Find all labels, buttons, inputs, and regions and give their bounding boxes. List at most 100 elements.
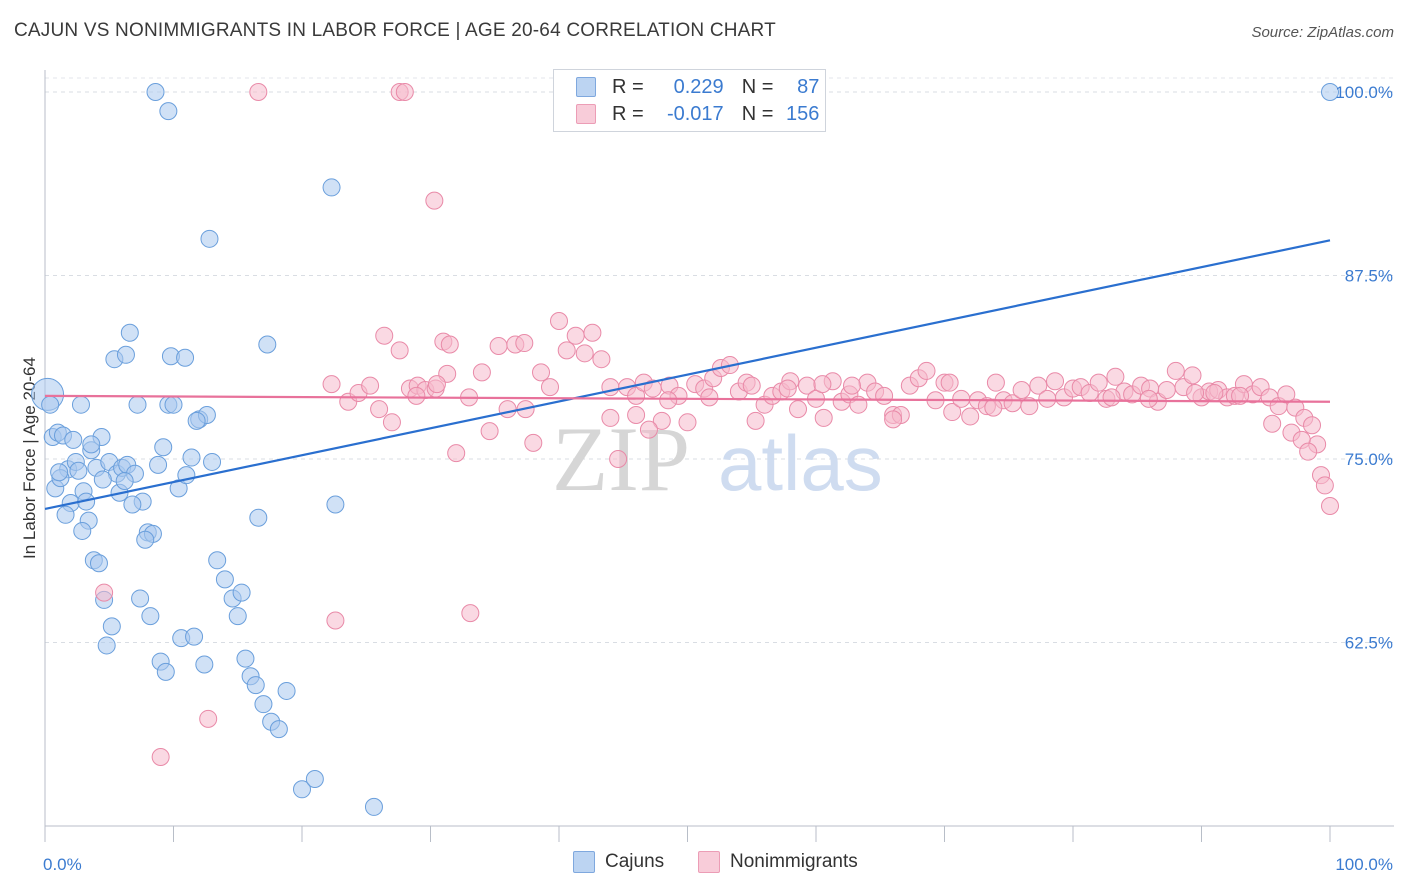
nonimmigrant-point: [652, 411, 671, 430]
y-tick-label: 62.5%: [1345, 634, 1393, 653]
nonimmigrant-point: [1012, 381, 1031, 400]
cajun-point: [123, 495, 142, 514]
nonimmigrant-point: [447, 444, 466, 463]
cajun-point: [258, 335, 277, 354]
nonimmigrant-point: [952, 389, 971, 408]
nonimmigrant-point: [1157, 381, 1176, 400]
nonimmigrant-point: [395, 83, 414, 102]
cajun-point: [41, 395, 60, 414]
nonimmigrant-point: [151, 748, 170, 767]
axes: [44, 70, 1394, 842]
cajun-point: [154, 438, 173, 457]
nonimmigrant-point: [532, 363, 551, 382]
nonimmigrant-point: [407, 386, 426, 405]
nonimmigrant-point: [427, 375, 446, 394]
nonimmigrant-point: [1299, 442, 1318, 461]
cajun-point: [131, 589, 150, 608]
nonimmigrant-point: [1231, 386, 1250, 405]
nonimmigrant-point: [95, 583, 114, 602]
cajun-point: [89, 554, 108, 573]
nonimmigrant-point: [943, 403, 962, 422]
legend-r-value: -0.017: [666, 102, 724, 125]
bottom-legend-label-nonimmigrants: Nonimmigrants: [730, 851, 858, 872]
nonimmigrant-point: [1020, 397, 1039, 416]
bottom-legend-cajuns: Cajuns: [573, 851, 664, 873]
nonimmigrant-point: [746, 411, 765, 430]
nonimmigrant-point: [566, 326, 585, 345]
nonimmigrant-point: [1106, 367, 1125, 386]
nonimmigrant-point: [601, 408, 620, 427]
nonimmigrant-point: [917, 361, 936, 380]
cajun-point: [128, 395, 147, 414]
cajun-point: [149, 455, 168, 474]
nonimmigrant-point: [1186, 383, 1205, 402]
cajun-point: [187, 411, 206, 430]
nonimmigrant-point: [627, 386, 646, 405]
legend-row-nonimmigrants: R = -0.017 N = 156: [576, 102, 819, 126]
nonimmigrant-point: [700, 388, 719, 407]
tick-labels: 62.5% 75.0% 87.5% 100.0% 0.0% 100.0%: [43, 83, 1393, 874]
cajun-point: [293, 780, 311, 799]
cajun-point: [69, 461, 88, 480]
source-label: Source: ZipAtlas.com: [1251, 24, 1394, 41]
nonimmigrant-point: [1038, 389, 1057, 408]
nonimmigrant-point: [370, 400, 389, 419]
cajun-point: [305, 770, 324, 789]
cajun-point: [141, 607, 160, 626]
nonimmigrant-point: [425, 191, 444, 210]
nonimmigrant-point: [515, 334, 534, 353]
nonimmigrant-trend-line: [44, 394, 1331, 403]
cajun-point: [136, 530, 155, 549]
cajun-point: [185, 627, 204, 646]
cajun-point: [195, 655, 214, 674]
nonimmigrant-point: [489, 336, 508, 355]
bottom-legend-swatch-nonimmigrants: [698, 851, 720, 873]
nonimmigrant-point: [940, 373, 959, 392]
cajun-point: [200, 229, 219, 248]
cajun-point: [236, 649, 255, 668]
nonimmigrant-point: [984, 398, 1003, 417]
cajun-point: [203, 452, 222, 471]
y-tick-label: 87.5%: [1345, 267, 1393, 286]
nonimmigrant-point: [627, 405, 646, 424]
nonimmigrant-point: [326, 611, 345, 630]
nonimmigrant-point: [1277, 385, 1296, 404]
watermark-atlas: atlas: [718, 419, 883, 507]
data-points: [31, 83, 1339, 816]
legend-n-label: N =: [741, 102, 774, 125]
cajun-point: [64, 430, 83, 449]
nonimmigrant-point: [1139, 389, 1158, 408]
x-tick-label: 0.0%: [43, 855, 82, 874]
nonimmigrant-point: [583, 323, 602, 342]
nonimmigrant-point: [742, 376, 761, 395]
nonimmigrant-point: [789, 400, 808, 419]
cajun-point: [254, 695, 273, 714]
nonimmigrant-point: [1166, 361, 1185, 380]
cajun-point: [97, 636, 116, 655]
cajun-point: [93, 470, 112, 489]
nonimmigrant-point: [472, 363, 491, 382]
legend-r-label: R =: [612, 75, 644, 98]
cajun-point: [56, 505, 75, 524]
cajun-point: [269, 720, 288, 739]
cajun-point: [159, 102, 178, 121]
y-tick-label: 100.0%: [1335, 83, 1393, 102]
nonimmigrant-point: [1205, 383, 1224, 402]
cajun-point: [116, 345, 135, 364]
cajun-point: [246, 676, 265, 695]
nonimmigrant-point: [986, 373, 1005, 392]
nonimmigrant-point: [498, 400, 517, 419]
nonimmigrant-point: [557, 341, 576, 360]
trend-lines: [44, 239, 1331, 510]
nonimmigrant-point: [1029, 376, 1048, 395]
correlation-legend: R = 0.229 N = 87 R = -0.017 N = 156: [553, 69, 826, 132]
nonimmigrant-point: [1263, 414, 1282, 433]
cajun-point: [73, 521, 92, 540]
nonimmigrant-point: [609, 450, 628, 469]
legend-n-value: 87: [797, 75, 820, 98]
legend-swatch-cajuns: [576, 77, 596, 97]
cajun-point: [115, 472, 134, 491]
cajun-point: [182, 448, 201, 467]
nonimmigrant-point: [480, 422, 499, 441]
